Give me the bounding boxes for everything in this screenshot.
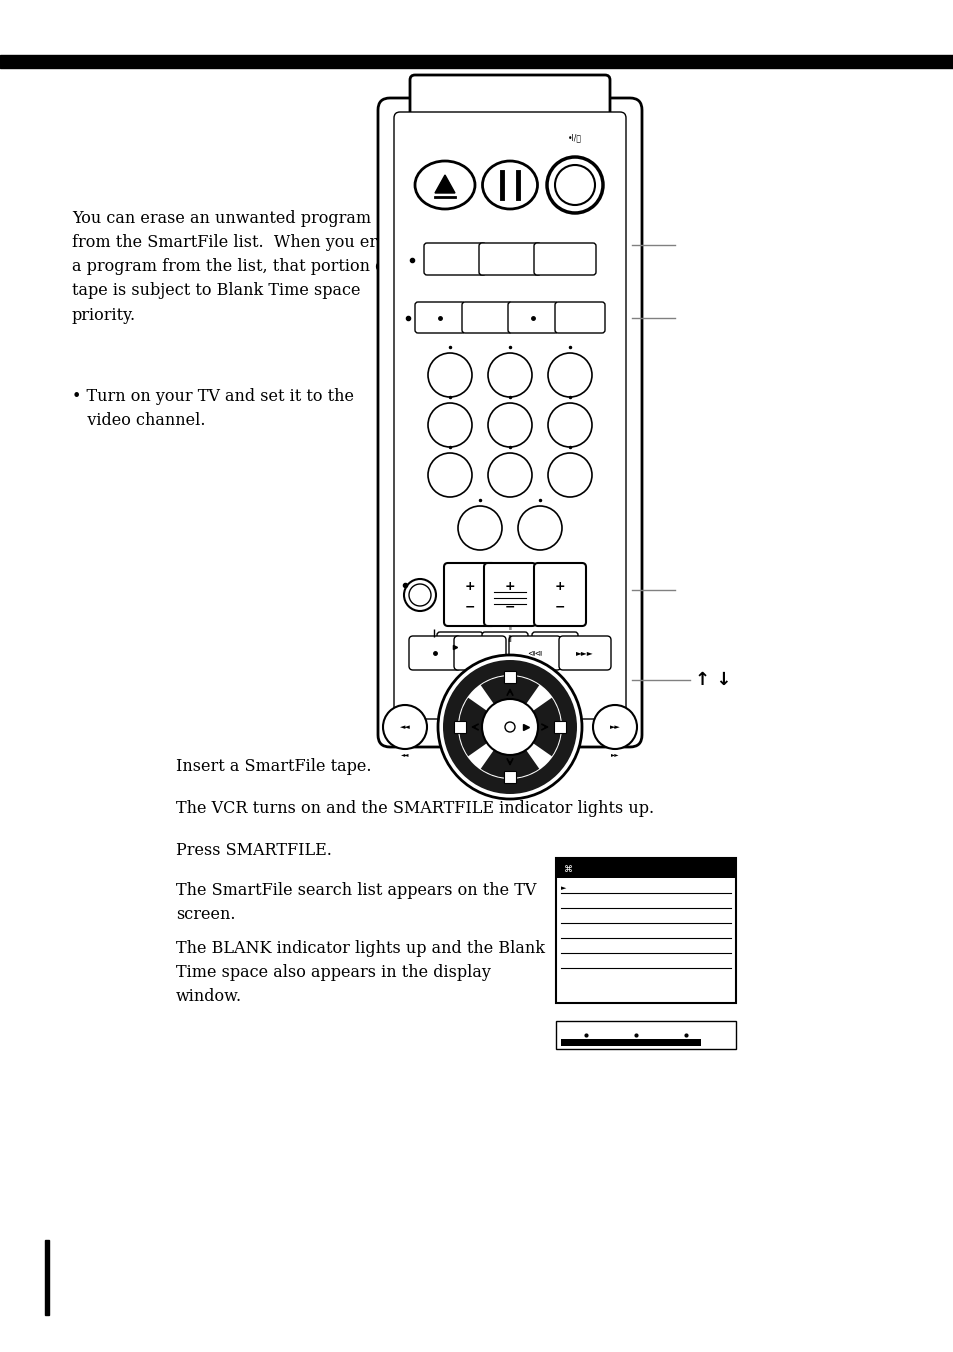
Circle shape [504,722,515,731]
Circle shape [517,506,561,550]
Bar [556,859,735,1003]
Circle shape [382,704,427,749]
Text: • Turn on your TV and set it to the
   video channel.: • Turn on your TV and set it to the vide… [71,388,354,429]
Text: II: II [507,634,512,644]
Text: ◄◄: ◄◄ [400,753,409,757]
Bar [556,1021,735,1049]
FancyBboxPatch shape [409,635,460,671]
Text: +: + [464,580,475,594]
Text: The SmartFile search list appears on the TV
screen.: The SmartFile search list appears on the… [175,882,536,923]
FancyBboxPatch shape [394,112,625,719]
FancyBboxPatch shape [481,631,527,658]
Text: Insert a SmartFile tape.: Insert a SmartFile tape. [175,758,371,775]
FancyBboxPatch shape [415,301,464,333]
FancyBboxPatch shape [410,74,609,141]
Text: +: + [504,580,515,594]
Circle shape [555,165,595,206]
FancyBboxPatch shape [532,631,578,658]
FancyBboxPatch shape [558,635,610,671]
FancyBboxPatch shape [454,635,505,671]
FancyBboxPatch shape [461,301,512,333]
Circle shape [547,453,592,498]
Text: ►►: ►► [610,753,618,757]
Circle shape [403,579,436,611]
Bar [45,1240,49,1315]
Wedge shape [510,698,560,756]
Circle shape [457,675,561,779]
Circle shape [437,654,581,799]
Polygon shape [435,174,455,193]
Text: II: II [507,625,512,631]
Bar [484,700,535,727]
Text: ►: ► [560,886,566,891]
Wedge shape [480,676,538,727]
Circle shape [488,453,532,498]
Circle shape [457,506,501,550]
Circle shape [546,157,602,214]
FancyBboxPatch shape [483,562,536,626]
Text: Press SMARTFILE.: Press SMARTFILE. [175,842,332,859]
FancyBboxPatch shape [478,243,540,274]
FancyBboxPatch shape [507,301,558,333]
Bar [560,1038,700,1046]
Wedge shape [458,698,510,756]
Text: The BLANK indicator lights up and the Blank
Time space also appears in the displ: The BLANK indicator lights up and the Bl… [175,940,544,1006]
FancyBboxPatch shape [534,562,585,626]
Text: +: + [554,580,565,594]
Text: ⧏⧏: ⧏⧏ [527,649,542,657]
Circle shape [593,704,637,749]
Text: ►►: ►► [609,725,619,730]
Text: −: − [554,600,565,614]
Circle shape [488,403,532,448]
Text: •I/⒪: •I/⒪ [567,134,581,142]
Circle shape [488,353,532,397]
Wedge shape [480,727,538,777]
Text: ◄◄: ◄◄ [399,725,410,730]
Text: −: − [464,600,475,614]
FancyBboxPatch shape [534,243,596,274]
Circle shape [547,353,592,397]
Circle shape [547,403,592,448]
Text: ↑ ↓: ↑ ↓ [695,671,731,690]
Ellipse shape [482,161,537,210]
Circle shape [442,660,577,794]
Circle shape [481,699,537,754]
FancyBboxPatch shape [436,631,482,658]
Circle shape [409,584,431,606]
FancyBboxPatch shape [377,97,641,748]
Text: −: − [504,600,515,614]
Bar [0,55,953,68]
Text: The VCR turns on and the SMARTFILE indicator lights up.: The VCR turns on and the SMARTFILE indic… [175,800,654,817]
Circle shape [428,453,472,498]
Text: ⌘: ⌘ [563,864,572,873]
FancyBboxPatch shape [555,301,604,333]
Circle shape [428,353,472,397]
Ellipse shape [415,161,475,210]
FancyBboxPatch shape [443,562,496,626]
Bar [556,859,735,877]
FancyBboxPatch shape [423,243,485,274]
Text: ►►►: ►►► [576,649,593,657]
Circle shape [428,403,472,448]
Text: You can erase an unwanted program
from the SmartFile list.  When you erase
a pro: You can erase an unwanted program from t… [71,210,404,323]
FancyBboxPatch shape [509,635,560,671]
